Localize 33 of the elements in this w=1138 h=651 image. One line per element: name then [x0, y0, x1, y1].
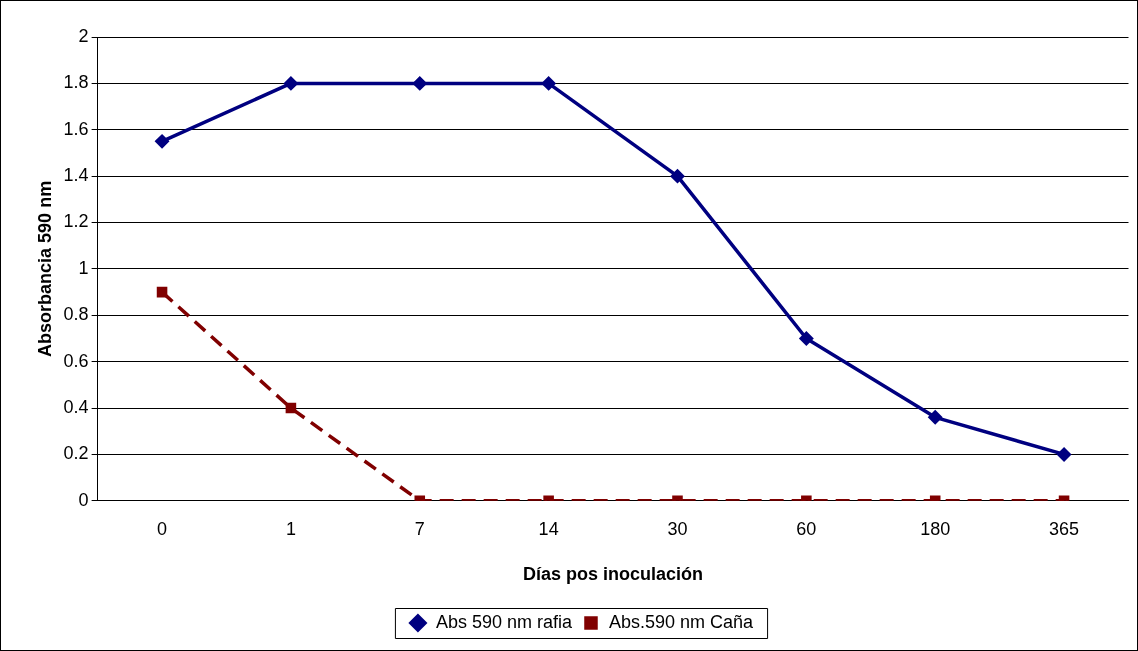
point [155, 134, 169, 149]
x-axis-title: Días pos inoculación [523, 564, 704, 585]
point [670, 169, 685, 183]
legend-label: Abs.590 nm Caña [608, 611, 755, 632]
y-tick-label: 1.2 [63, 211, 89, 232]
y-tick-label: 1.6 [63, 118, 89, 139]
y-tick-label: 0.2 [63, 443, 89, 464]
x-tick-label: 1 [285, 518, 296, 539]
point [799, 331, 814, 346]
x-tick-label: 180 [920, 518, 951, 539]
x-tick-label: 60 [796, 518, 817, 539]
point [156, 286, 168, 298]
y-tick-label: 2 [78, 25, 89, 46]
point [541, 76, 556, 91]
point [413, 76, 427, 91]
point [928, 410, 942, 425]
y-tick-label: 1.4 [63, 165, 89, 186]
legend-label: Abs 590 nm rafia [435, 611, 573, 632]
y-tick-label: 0.4 [63, 397, 89, 418]
x-tick-label: 14 [538, 518, 559, 539]
y-tick-label: 1.8 [63, 72, 89, 93]
y-tick-label: 0.8 [63, 304, 89, 325]
point [1057, 447, 1071, 462]
x-tick-label: 0 [157, 518, 168, 539]
y-axis-title: Absorbancia 590 nm [34, 180, 55, 357]
y-tick-label: 1 [78, 257, 89, 278]
y-tick-label: 0 [78, 489, 89, 510]
x-tick-label: 30 [667, 518, 688, 539]
x-tick-label: 365 [1049, 518, 1080, 539]
x-tick-label: 7 [414, 518, 425, 539]
point [284, 76, 298, 91]
point [285, 402, 297, 414]
y-tick-label: 0.6 [63, 350, 89, 371]
